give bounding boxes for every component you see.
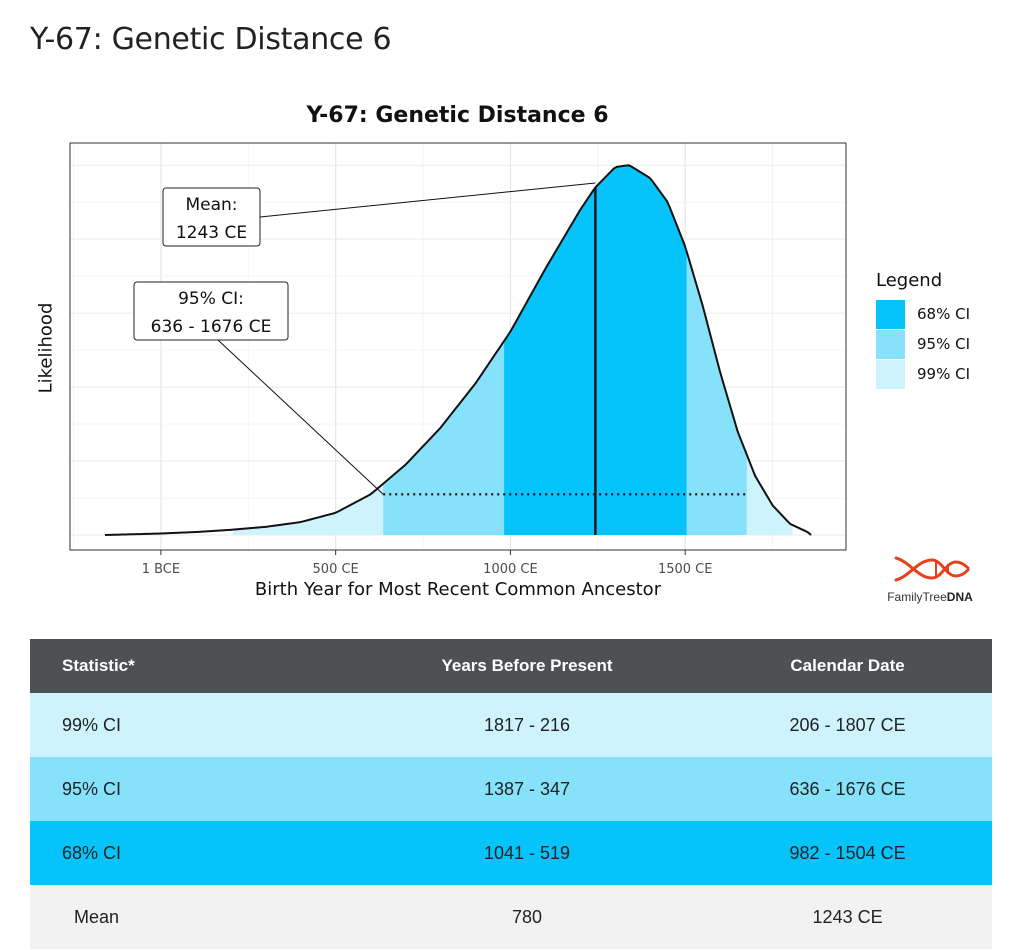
logo-name: FamilyTree: [887, 590, 947, 604]
y-axis-label: Likelihood: [35, 302, 57, 394]
cell-ybp: 1817 - 216: [483, 714, 571, 735]
legend-swatch-95: [876, 329, 905, 359]
mean-callout-label: Mean:: [185, 195, 237, 215]
dna-helix-icon: [894, 556, 970, 582]
cell-ybp: 1387 - 347: [483, 778, 571, 799]
familytreedna-logo: FamilyTreeDNA: [880, 552, 980, 604]
table-header-row: Statistic* Years Before Present Calendar…: [30, 639, 992, 693]
legend-label: 95% CI: [917, 335, 971, 353]
x-tick-label: 1 BCE: [142, 562, 180, 577]
legend-label: 99% CI: [917, 365, 971, 383]
table-row: 68% CI 1041 - 519 982 - 1504 CE: [30, 821, 992, 885]
table-row: 95% CI 1387 - 347 636 - 1676 CE: [30, 757, 992, 821]
mean-callout-box: [162, 187, 261, 247]
cell-statistic: 95% CI: [62, 778, 122, 799]
cell-statistic: 68% CI: [62, 842, 122, 863]
chart-legend: Legend 68% CI 95% CI 99% CI: [876, 270, 970, 389]
plot-panel-border: [69, 142, 847, 551]
cell-date: 982 - 1504 CE: [789, 842, 906, 863]
x-axis-ticks: 1 BCE 500 CE 1000 CE 1500 CE: [142, 550, 713, 577]
legend-swatch-99: [876, 359, 905, 389]
chart-plot: 1 BCE 500 CE 1000 CE 1500 CE Mean: 1243 CE 95…: [69, 142, 847, 577]
page-title: Y-67: Genetic Distance 6: [30, 22, 392, 57]
cell-statistic: Mean: [74, 906, 120, 927]
table-row: Mean 780 1243 CE: [30, 885, 992, 949]
legend-title: Legend: [876, 270, 943, 291]
likelihood-curve: [104, 164, 812, 536]
cell-ybp: 1041 - 519: [483, 842, 571, 863]
mean-callout-value: 1243 CE: [176, 223, 247, 243]
chart-title: Y-67: Genetic Distance 6: [306, 103, 609, 128]
ci-leader-line: [217, 339, 384, 495]
cell-date: 1243 CE: [812, 906, 883, 927]
logo-suffix: DNA: [946, 590, 973, 604]
column-header-date: Calendar Date: [703, 639, 992, 693]
legend-label: 68% CI: [917, 305, 971, 323]
ci-callout-value: 636 - 1676 CE: [151, 317, 272, 337]
legend-item-95: 95% CI: [876, 329, 970, 359]
x-tick-label: 500 CE: [313, 562, 359, 577]
cell-ybp: 780: [511, 906, 543, 927]
legend-item-99: 99% CI: [876, 359, 970, 389]
legend-swatch-68: [876, 299, 905, 329]
overlay: [104, 164, 812, 536]
ci-callout-box: [133, 281, 289, 341]
x-tick-label: 1000 CE: [483, 562, 538, 577]
table-row: 99% CI 1817 - 216 206 - 1807 CE: [30, 693, 992, 757]
column-header-ybp: Years Before Present: [350, 639, 704, 693]
cell-date: 636 - 1676 CE: [789, 778, 906, 799]
legend-item-68: 68% CI: [876, 299, 970, 329]
cell-statistic: 99% CI: [62, 714, 122, 735]
annotations: Mean: 1243 CE 95% CI: 636 - 1676 CE: [133, 182, 596, 495]
mean-leader-line: [259, 182, 596, 218]
column-header-statistic: Statistic*: [30, 639, 351, 693]
x-axis-label: Birth Year for Most Recent Common Ancest…: [254, 579, 662, 600]
logo-text: FamilyTreeDNA: [880, 590, 980, 604]
cell-date: 206 - 1807 CE: [789, 714, 906, 735]
statistics-table: Statistic* Years Before Present Calendar…: [30, 639, 992, 949]
x-tick-label: 1500 CE: [658, 562, 713, 577]
ci-callout-label: 95% CI:: [178, 289, 244, 309]
